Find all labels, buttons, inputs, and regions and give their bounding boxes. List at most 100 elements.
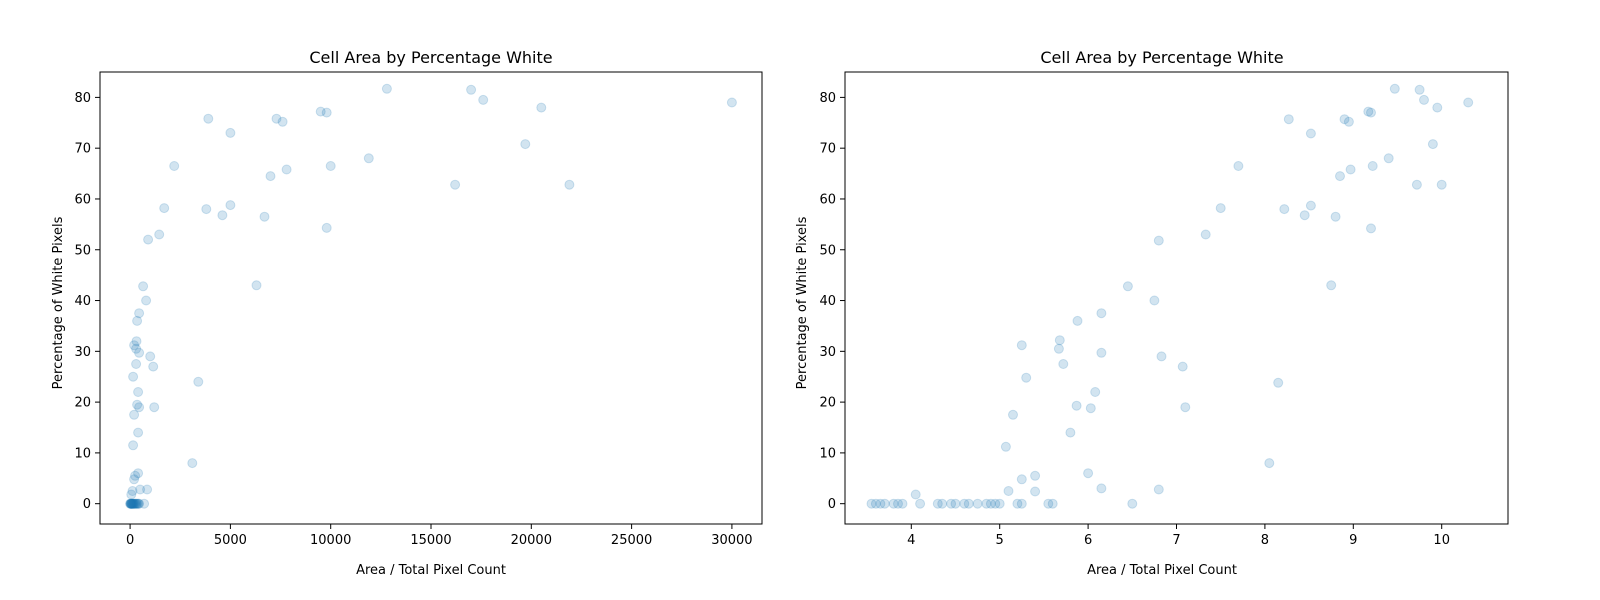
data-point — [1090, 387, 1101, 397]
data-point — [972, 498, 983, 509]
data-point — [1383, 153, 1394, 164]
data-point — [1085, 403, 1096, 414]
data-point — [128, 498, 139, 509]
data-point — [125, 498, 136, 509]
data-point — [879, 498, 890, 509]
data-point — [131, 336, 142, 347]
data-points — [866, 83, 1474, 509]
data-point — [1043, 498, 1054, 509]
data-point — [129, 498, 140, 509]
data-point — [217, 210, 228, 221]
data-point — [142, 484, 153, 495]
data-point — [321, 222, 332, 233]
data-point — [1058, 359, 1069, 369]
data-point — [1233, 161, 1244, 171]
data-points — [125, 83, 737, 509]
data-point — [1366, 107, 1376, 118]
data-point — [1305, 128, 1316, 139]
data-point — [187, 458, 198, 469]
data-point — [963, 498, 974, 509]
data-point — [1065, 427, 1076, 438]
data-point — [1153, 484, 1164, 495]
y-tick-label: 40 — [74, 294, 91, 309]
data-point — [125, 498, 136, 509]
data-point — [536, 102, 547, 113]
y-tick-label: 60 — [819, 192, 836, 207]
data-point — [277, 116, 288, 127]
data-point — [1330, 211, 1341, 222]
data-point — [126, 498, 137, 509]
y-axis-label: Percentage of White Pixels — [795, 216, 810, 389]
data-point — [130, 470, 141, 481]
y-tick-label: 70 — [819, 142, 836, 157]
data-point — [1071, 400, 1082, 411]
data-point — [946, 498, 957, 509]
x-tick-label: 4 — [907, 533, 915, 548]
data-point — [1345, 164, 1356, 175]
data-point — [141, 295, 152, 306]
data-point — [193, 376, 204, 387]
data-point — [133, 468, 144, 479]
data-point — [134, 402, 145, 413]
data-point — [127, 498, 138, 509]
data-point — [225, 200, 236, 211]
chart-title: Cell Area by Percentage White — [309, 48, 552, 67]
data-point — [1012, 498, 1023, 509]
data-point — [129, 409, 140, 420]
data-point — [981, 498, 992, 509]
data-point — [128, 440, 139, 451]
y-tick-label: 10 — [74, 446, 91, 461]
data-point — [132, 399, 143, 410]
x-tick-label: 6 — [1084, 533, 1092, 548]
data-point — [127, 498, 138, 509]
right-scatter-panel: Cell Area by Percentage White Area / Tot… — [795, 48, 1509, 578]
data-point — [271, 113, 282, 124]
data-point — [990, 498, 1001, 509]
data-point — [950, 498, 961, 509]
data-point — [1008, 409, 1018, 420]
y-tick-label: 50 — [74, 243, 91, 258]
data-point — [1389, 83, 1400, 94]
data-point — [132, 315, 143, 326]
data-point — [1153, 235, 1164, 246]
data-point — [1047, 498, 1058, 509]
data-point — [1030, 486, 1041, 497]
data-point — [450, 179, 461, 190]
data-point — [381, 83, 392, 94]
data-point — [1096, 483, 1107, 494]
data-point — [1122, 281, 1133, 292]
data-point — [466, 84, 477, 95]
data-point — [145, 351, 156, 362]
data-point — [726, 97, 737, 108]
x-tick-label: 20000 — [511, 533, 552, 548]
data-point — [149, 402, 160, 413]
data-point — [915, 498, 926, 509]
data-point — [159, 203, 170, 214]
data-point — [126, 498, 137, 509]
data-point — [225, 127, 236, 138]
data-point — [325, 161, 336, 171]
data-point — [875, 498, 886, 509]
x-axis-label: Area / Total Pixel Count — [356, 563, 506, 578]
data-point — [897, 498, 908, 509]
y-tick-label: 20 — [819, 396, 836, 411]
data-point — [985, 498, 996, 509]
data-point — [363, 153, 374, 164]
data-point — [1463, 97, 1474, 108]
data-point — [1096, 308, 1107, 319]
data-point — [154, 229, 165, 240]
y-tick-label: 60 — [74, 192, 91, 207]
x-tick-label: 30000 — [711, 533, 752, 548]
x-tick-label: 9 — [1349, 533, 1357, 548]
data-point — [1339, 114, 1350, 125]
data-point — [128, 498, 139, 509]
data-point — [1419, 94, 1429, 105]
data-point — [1305, 200, 1316, 211]
data-point — [994, 498, 1005, 509]
x-tick-label: 7 — [1172, 533, 1180, 548]
data-point — [131, 343, 142, 354]
data-point — [937, 498, 948, 509]
data-point — [959, 498, 970, 509]
data-point — [148, 361, 159, 372]
data-point — [138, 281, 149, 292]
